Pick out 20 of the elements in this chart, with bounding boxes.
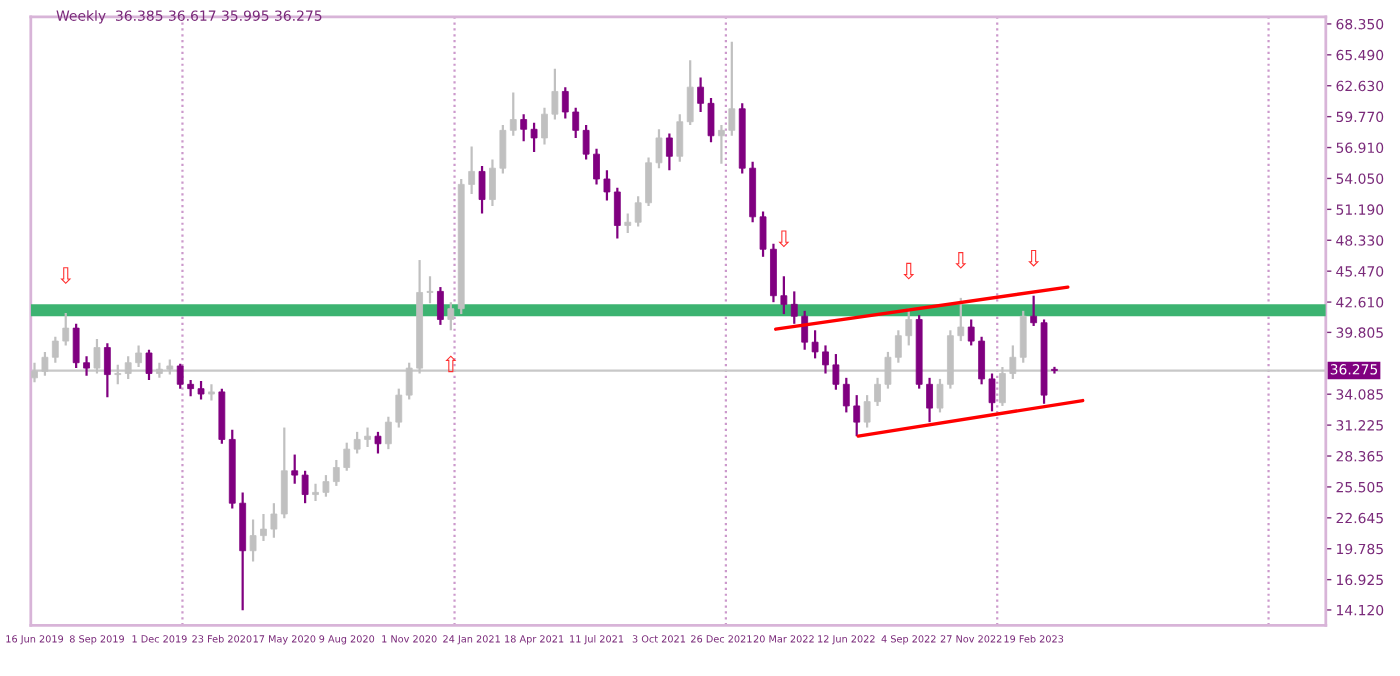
candlestick — [624, 212, 632, 235]
annotation: ⇩ — [60, 267, 72, 284]
candlestick — [447, 301, 455, 332]
candlestick — [374, 430, 382, 455]
candlestick — [145, 348, 153, 382]
candlestick — [103, 342, 111, 399]
annotation: ⇩ — [955, 252, 967, 269]
candlestick — [218, 387, 226, 445]
annotation: ⇧ — [445, 355, 457, 373]
annotation: ⇩ — [778, 230, 790, 248]
annotation: ⇩ — [1028, 249, 1040, 267]
candlestick — [665, 132, 673, 172]
candlestick — [1019, 309, 1027, 364]
annotation: ⇩ — [903, 262, 915, 280]
candlestick — [676, 113, 684, 163]
candlestick — [686, 59, 694, 127]
candlestick — [478, 164, 486, 215]
candlestick — [509, 91, 517, 137]
candlestick — [437, 285, 444, 326]
candlestick — [208, 383, 215, 402]
